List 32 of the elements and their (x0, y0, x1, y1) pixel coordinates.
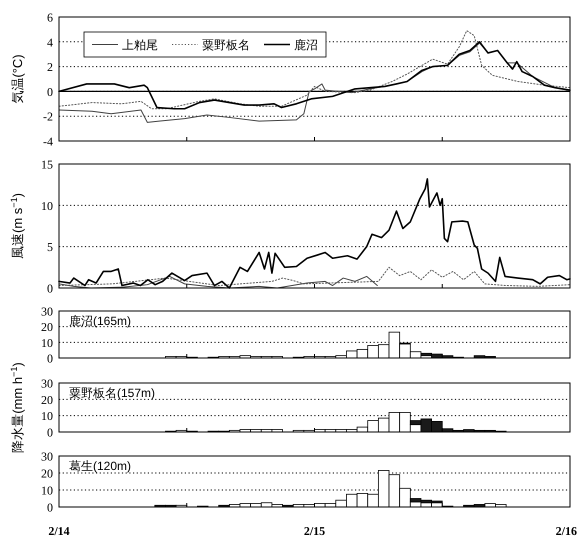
y-tick-label: -2 (43, 110, 53, 124)
y-tick-label: 10 (41, 198, 53, 213)
y-axis-title: 気温(°C) (10, 54, 25, 104)
y-tick-label: 4 (47, 35, 53, 50)
y-tick-label: 0 (47, 500, 53, 514)
y-tick-label: 2 (47, 60, 53, 74)
legend-label: 上粕尾 (122, 38, 158, 52)
y-tick-label: 30 (41, 304, 53, 318)
y-tick-label: 20 (41, 320, 53, 334)
x-tick-label: 2/14 (48, 524, 70, 538)
chart-title: 鹿沼(165m) (69, 314, 132, 328)
y-tick-label: 0 (47, 282, 53, 296)
y-tick-label: 10 (41, 336, 53, 350)
y-tick-label: 0 (47, 84, 53, 99)
y-tick-label: -4 (43, 134, 53, 148)
chart-title: 粟野板名(157m) (69, 386, 156, 400)
y-tick-label: 30 (41, 450, 53, 464)
y-tick-label: 0 (47, 352, 53, 366)
x-tick-label: 2/16 (556, 524, 577, 538)
legend-label: 鹿沼 (294, 38, 318, 52)
chart-title: 葛生(120m) (69, 459, 132, 473)
y-tick-label: 0 (47, 426, 53, 440)
y-tick-label: 10 (41, 409, 53, 424)
y-tick-label: 10 (41, 484, 53, 498)
y-tick-label: 5 (47, 240, 53, 254)
legend-label: 粟野板名 (202, 38, 250, 52)
y-tick-label: 6 (47, 10, 53, 24)
y-tick-label: 30 (41, 376, 53, 390)
y-tick-label: 15 (41, 158, 53, 172)
y-tick-label: 20 (41, 466, 53, 480)
y-tick-label: 20 (41, 392, 53, 407)
x-tick-label: 2/15 (304, 524, 326, 538)
